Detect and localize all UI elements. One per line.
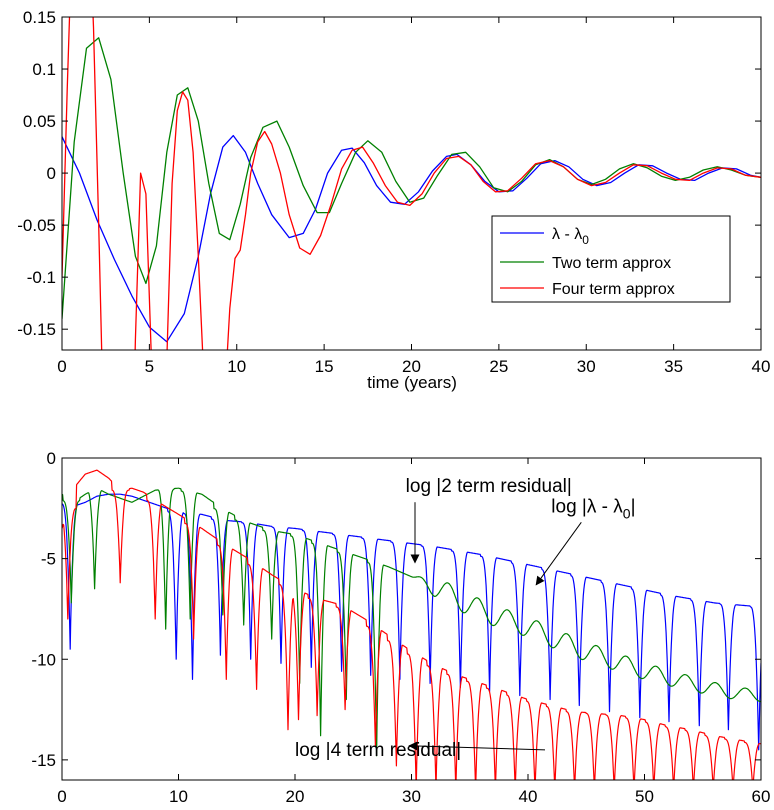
top-chart: 0 5 10 15 20 25 30 35 40 0.15 0.1 0.05 0 -0.05 -0.1 -0.… — [17, 8, 770, 392]
bottom-x-tick-label: 30 — [402, 787, 421, 806]
top-x-tick-label: 40 — [752, 357, 771, 376]
bottom-x-tick-label: 10 — [169, 787, 188, 806]
annotation-2-term-residual: log |2 term residual| — [406, 476, 572, 497]
legend-label-four-term: Four term approx — [552, 281, 675, 298]
bottom-plot-frame — [61, 457, 762, 781]
top-axis-ticks: 0 5 10 15 20 25 30 35 40 0.15 0.1 0.05 0 -0.05 -0.1 -0.… — [17, 8, 770, 376]
top-x-tick-label: 10 — [227, 357, 246, 376]
bottom-y-tick-label: -5 — [41, 550, 56, 569]
legend-label-lambda: λ - λ0 — [552, 226, 589, 247]
bottom-y-tick-label: -15 — [31, 751, 56, 770]
annotation-arrow-4-term — [408, 741, 546, 751]
bottom-axis-ticks: 0 10 20 30 40 50 60 0 -5 -10 -15 — [31, 449, 770, 806]
top-x-tick-label: 25 — [489, 357, 508, 376]
annotations: log |2 term residual| log |λ - λ0| log |… — [295, 476, 636, 761]
annotation-arrow-lambda — [535, 522, 582, 586]
top-y-tick-label: 0.15 — [23, 8, 56, 27]
top-x-tick-label: 35 — [664, 357, 683, 376]
legend: λ - λ0 Two term approx Four term approx — [491, 215, 731, 303]
top-x-tick-label: 15 — [315, 357, 334, 376]
legend-label-two-term: Two term approx — [552, 255, 671, 272]
bottom-x-tick-label: 0 — [57, 787, 66, 806]
bottom-x-tick-label: 20 — [286, 787, 305, 806]
top-y-tick-label: -0.15 — [17, 320, 56, 339]
annotation-4-term-residual: log |4 term residual| — [295, 740, 461, 761]
top-x-tick-label: 20 — [402, 357, 421, 376]
top-x-tick-label: 30 — [577, 357, 596, 376]
series-line-log-0 — [62, 493, 761, 751]
bottom-x-tick-label: 40 — [519, 787, 538, 806]
series-line-four-term-approx — [62, 17, 761, 350]
bottom-y-tick-label: -10 — [31, 650, 56, 669]
top-x-axis-label: time (years) — [367, 373, 457, 392]
bottom-series-group — [62, 469, 761, 780]
top-y-tick-label: 0 — [47, 164, 56, 183]
series-line-log-2-term-residual — [62, 487, 761, 757]
series-line-log-4-term-residual — [62, 469, 761, 780]
top-y-tick-label: -0.05 — [17, 216, 56, 235]
top-x-tick-label: 0 — [57, 357, 66, 376]
top-y-tick-label: 0.05 — [23, 112, 56, 131]
top-series-group — [62, 17, 761, 350]
top-y-tick-label: 0.1 — [32, 60, 56, 79]
bottom-x-tick-label: 60 — [752, 787, 771, 806]
series-line-two-term-approx — [62, 37, 761, 319]
bottom-chart: 0 10 20 30 40 50 60 0 -5 -10 -15 log |2 term resid… — [31, 449, 770, 806]
bottom-y-tick-label: 0 — [47, 449, 56, 468]
bottom-x-tick-label: 50 — [635, 787, 654, 806]
annotation-lambda: log |λ - λ0| — [551, 496, 635, 521]
top-x-tick-label: 5 — [145, 357, 154, 376]
top-y-tick-label: -0.1 — [27, 268, 56, 287]
